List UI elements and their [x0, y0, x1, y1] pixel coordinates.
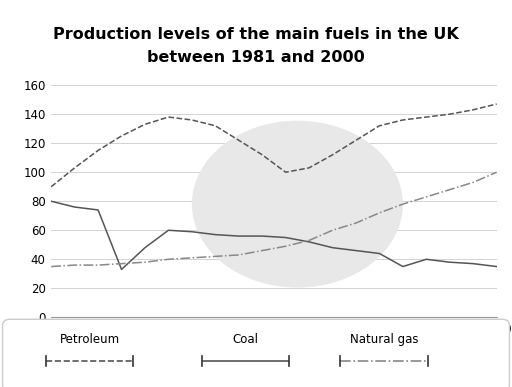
- Text: Natural gas: Natural gas: [350, 333, 418, 346]
- Text: Production levels of the main fuels in the UK: Production levels of the main fuels in t…: [53, 27, 459, 42]
- Ellipse shape: [192, 121, 403, 288]
- Text: Petroleum: Petroleum: [59, 333, 120, 346]
- Text: Coal: Coal: [233, 333, 259, 346]
- Text: between 1981 and 2000: between 1981 and 2000: [147, 50, 365, 65]
